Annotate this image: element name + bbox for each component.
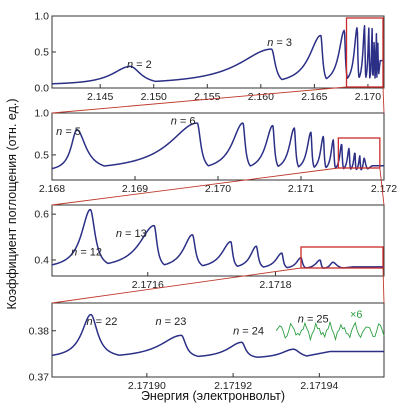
x-tick-label: 2.172 (371, 183, 397, 195)
series-line (51, 313, 385, 358)
x-tick-label: 2.1718 (259, 279, 291, 291)
multiplier-label: ×6 (350, 309, 363, 321)
plot-frame (51, 302, 385, 378)
x-tick-label: 2.17194 (300, 380, 338, 392)
plot-frame (51, 204, 385, 277)
y-tick-label: 0.5 (34, 149, 49, 161)
y-tick-label: 0.4 (34, 254, 49, 266)
plot-frame (51, 15, 385, 89)
y-tick-label: 0.6 (34, 209, 49, 221)
x-tick-label: 2.165 (301, 91, 327, 103)
scaled-series-line (275, 321, 385, 342)
zoom-connector-left (51, 86, 347, 114)
x-tick-label: 2.171 (288, 183, 314, 195)
y-tick-label: 0.37 (29, 372, 50, 384)
series-line (51, 122, 385, 171)
chart-panel-2: 2.168 2.169 2.170 2.171 2.172 0.5 1.0 n = 5 n = … (34, 108, 397, 196)
x-tick-label: 2.145 (87, 91, 113, 103)
y-tick-label: 0.0 (34, 83, 49, 95)
zoom-connector-right (382, 86, 385, 114)
x-tick-label: 2.155 (194, 91, 220, 103)
x-tick-label: 2.169 (122, 183, 148, 195)
zoom-connectors (51, 86, 385, 304)
x-tick-label: 2.17190 (128, 380, 166, 392)
peak-label: n = 12 (71, 246, 102, 258)
peak-label: n = 2 (127, 59, 152, 71)
x-tick-label: 2.17192 (214, 380, 252, 392)
peak-label: n = 23 (155, 316, 186, 328)
peak-label: n = 5 (56, 126, 81, 138)
y-tick-label: 1.0 (34, 11, 49, 23)
x-tick-label: 2.170 (205, 183, 231, 195)
zoom-box (337, 137, 381, 169)
x-tick-label: 2.160 (248, 91, 274, 103)
zoom-connector-right (382, 267, 385, 304)
x-tick-label: 2.170 (355, 91, 381, 103)
chart-panel-1: 2.145 2.150 2.155 2.160 2.165 2.170 0.0 0.5 1.0 n… (34, 11, 385, 103)
series-line (51, 208, 385, 269)
peak-label: n = 25 (298, 313, 329, 325)
x-tick-label: 2.150 (141, 91, 167, 103)
peak-label: n = 22 (86, 316, 117, 328)
zoom-box (300, 246, 384, 269)
zoom-connector-right (379, 167, 385, 206)
zoom-connector-left (51, 167, 339, 206)
x-axis-label: Энергия (электронвольт) (141, 389, 285, 403)
peak-label: n = 6 (171, 116, 196, 128)
y-tick-label: 1.0 (34, 108, 49, 120)
chart-panel-4: 2.17190 2.17192 2.17194 0.37 0.38 n = 22 n = 2… (29, 302, 385, 392)
peak-label: n = 13 (116, 228, 147, 240)
series-line (51, 24, 385, 85)
peak-label: n = 3 (267, 37, 292, 49)
zoom-connector-left (51, 267, 302, 304)
x-tick-label: 2.168 (39, 183, 65, 195)
peak-label: n = 24 (233, 325, 264, 337)
y-axis-label: Коэффициент поглощения (отн. ед.) (5, 99, 19, 310)
zoom-box (345, 17, 384, 88)
y-tick-label: 0.38 (29, 325, 50, 337)
y-tick-label: 0.5 (34, 47, 49, 59)
